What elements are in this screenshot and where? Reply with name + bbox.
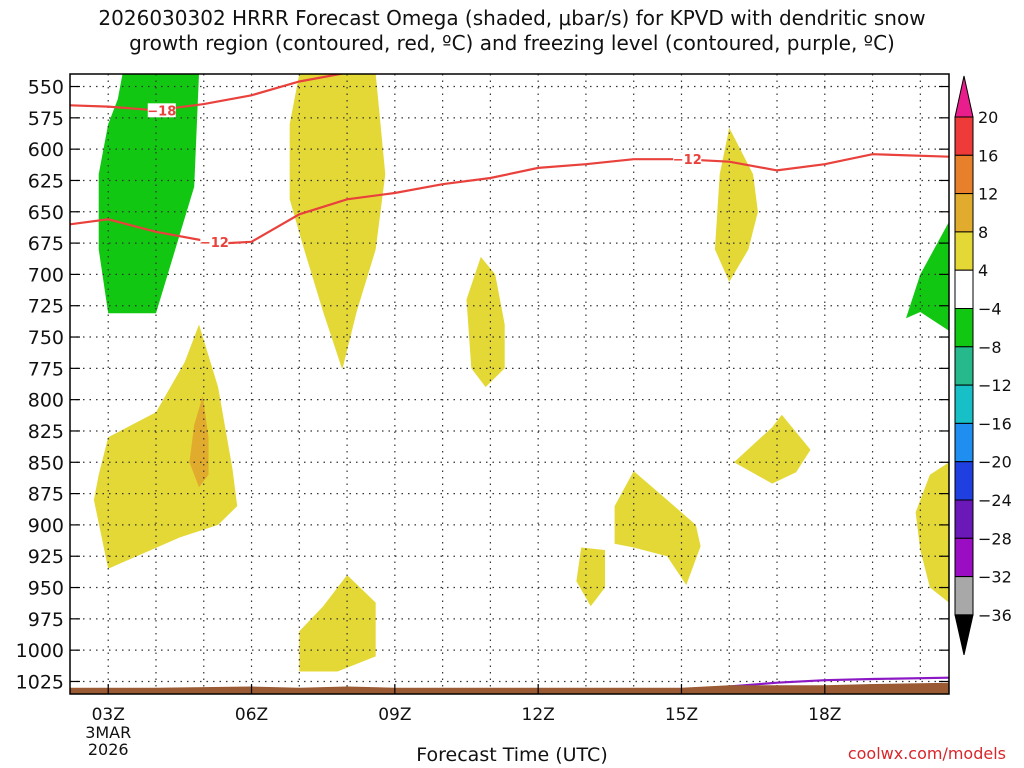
chart-title: 2026030302 HRRR Forecast Omega (shaded, … (0, 6, 1024, 56)
shaded-region-yellow-right-upper (714, 127, 758, 282)
colorbar-segment (954, 308, 974, 348)
y-tick-label: 850 (28, 452, 64, 474)
shaded-region-green-far-right (906, 221, 949, 331)
colorbar-segment (954, 154, 974, 195)
y-tick-label: 875 (28, 484, 64, 506)
colorbar-label: 16 (978, 146, 998, 165)
colorbar-top-arrow (954, 75, 974, 118)
x-tick-label: 09Z (378, 705, 411, 725)
colorbar-segment (954, 346, 974, 386)
y-tick-label: 750 (28, 327, 64, 349)
contour-label: −18 (673, 53, 702, 68)
y-tick-label: 950 (28, 578, 64, 600)
colorbar-label: −32 (978, 568, 1012, 587)
x-tick-date-label: 2026 (88, 740, 129, 759)
chart-title-line-2: growth region (contoured, red, ºC) and f… (129, 31, 895, 55)
y-tick-label: 625 (28, 170, 64, 192)
y-tick-label: 900 (28, 515, 64, 537)
colorbar-label: −20 (978, 453, 1012, 472)
y-tick-label: 1025 (16, 671, 64, 693)
plot-frame (69, 73, 950, 695)
contour-label: −12 (673, 153, 702, 168)
freezing-level-contour (729, 676, 949, 688)
y-axis-tick-labels: 550 575 600 625 650 675 700 725 750 775 800 825 850 8… (16, 77, 949, 693)
colorbar-label: −36 (978, 606, 1012, 625)
y-tick-label: 975 (28, 609, 64, 631)
y-tick-label: 550 (28, 77, 64, 99)
colorbar-label: −16 (978, 414, 1012, 433)
colorbar-label: −24 (978, 491, 1012, 510)
colorbar-segment (954, 384, 974, 424)
colorbar-segment (954, 193, 974, 233)
ground-surface (70, 682, 949, 694)
y-tick-label: 775 (28, 358, 64, 380)
contour-label: −12 (200, 236, 229, 251)
y-tick-label: 800 (28, 390, 64, 412)
shaded-region-green-upper-left (98, 74, 199, 314)
shaded-region-yellow-upper-center (289, 74, 386, 370)
colorbar-segment (954, 422, 974, 463)
contour-label-background (147, 103, 176, 118)
colorbar-label: 4 (978, 261, 988, 280)
x-tick-date-label: 3MAR (85, 723, 131, 742)
colorbar-segment (954, 499, 974, 539)
shaded-region-yellow-far-right (915, 462, 949, 603)
colorbar-label: −28 (978, 529, 1012, 548)
shaded-region-yellow-bottom-center (576, 547, 605, 607)
colorbar-label: 12 (978, 185, 998, 204)
y-tick-label: 925 (28, 546, 64, 568)
x-axis-label: Forecast Time (UTC) (416, 744, 608, 766)
chart-title-line-1: 2026030302 HRRR Forecast Omega (shaded, … (98, 6, 926, 30)
omega-shaded-regions (93, 74, 949, 672)
minus-12-contour (70, 153, 949, 245)
temperature-contours: −18 −18 −12 −12 (70, 52, 949, 688)
x-tick-label: 15Z (665, 705, 698, 725)
shaded-region-yellow-lower-left (93, 324, 238, 569)
colorbar-segment (954, 461, 974, 501)
shaded-region-yellow-mid-right (614, 471, 701, 585)
colorbar-label: 8 (978, 223, 988, 242)
shaded-region-yellow-right-mid (734, 414, 811, 484)
contour-label-background (673, 52, 701, 66)
y-tick-label: 575 (28, 108, 64, 130)
contour-label-background (200, 234, 229, 249)
colorbar-label: −12 (978, 376, 1012, 395)
colorbar-segment (954, 537, 974, 578)
colorbar-label: −8 (978, 338, 1002, 357)
contour-label: −18 (147, 104, 176, 119)
colorbar-segment (954, 116, 974, 156)
y-tick-label: 600 (28, 139, 64, 161)
colorbar-segment (954, 231, 974, 271)
colorbar-segment (954, 269, 974, 310)
colorbar-bottom-arrow (954, 614, 974, 656)
y-tick-label: 675 (28, 233, 64, 255)
y-tick-label: 1000 (16, 640, 64, 662)
x-tick-label: 06Z (235, 705, 268, 725)
colorbar: 20 16 12 8 4 −4 −8 −12 −16 −20 −24 −28 −32 −36 (954, 75, 1012, 656)
x-tick-label: 18Z (808, 705, 841, 725)
y-tick-label: 650 (28, 202, 64, 224)
contour-label-background (673, 152, 702, 167)
shaded-region-yellow-center-small (466, 256, 505, 388)
terrain-layer (70, 682, 949, 694)
colorbar-label: −4 (978, 300, 1002, 319)
credit-text: coolwx.com/models (847, 744, 1006, 763)
y-tick-label: 700 (28, 264, 64, 286)
y-tick-label: 725 (28, 296, 64, 318)
colorbar-segment (954, 576, 974, 616)
x-tick-label: 03Z (92, 705, 125, 725)
colorbar-label: 20 (978, 108, 998, 127)
shaded-region-yellow-bottom-left (299, 575, 376, 672)
y-tick-label: 825 (28, 421, 64, 443)
minus-18-contour (70, 74, 347, 112)
x-tick-label: 12Z (522, 705, 555, 725)
